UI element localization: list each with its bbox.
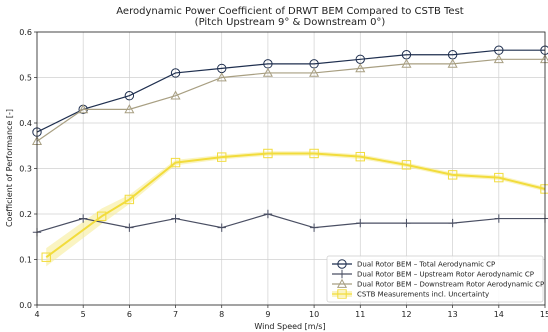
data-point-2: [402, 218, 411, 228]
legend-marker: [337, 259, 347, 269]
data-point-2: [125, 223, 134, 232]
data-point-4: [401, 160, 412, 170]
data-point-3: [493, 54, 504, 64]
x-tick-label: 8: [219, 310, 224, 319]
data-point-2: [171, 214, 180, 223]
x-tick-label: 4: [34, 310, 39, 319]
y-tick-label: 0.3: [19, 165, 32, 174]
data-point-3: [355, 63, 366, 73]
data-point-2: [540, 214, 548, 223]
legend-entry-label: Dual Rotor BEM – Upstream Rotor Aerodyna…: [357, 271, 534, 279]
data-point-2: [309, 223, 319, 232]
data-point-2: [448, 218, 457, 228]
data-point-3: [309, 67, 320, 77]
data-point-4: [309, 148, 319, 159]
y-tick-label: 0.1: [19, 256, 32, 265]
data-point-3: [216, 72, 227, 82]
x-tick-label: 5: [81, 310, 86, 319]
legend-entry-label: CSTB Measurements incl. Uncertainty: [357, 291, 489, 299]
y-tick-label: 0.4: [19, 119, 32, 128]
y-tick-label: 0.2: [19, 210, 32, 219]
y-tick-label: 0.5: [19, 74, 32, 83]
x-tick-label: 14: [494, 310, 504, 319]
y-tick-label: 0.6: [19, 28, 32, 37]
data-point-4: [41, 252, 51, 262]
y-axis-label: Coefficient of Performance [-]: [5, 109, 14, 227]
data-point-4: [170, 157, 181, 168]
series-line-3: [36, 58, 545, 142]
data-point-4: [355, 151, 365, 162]
data-point-3: [78, 104, 89, 114]
legend-box: [326, 255, 544, 303]
x-tick-label: 15: [540, 310, 548, 319]
data-point-4: [494, 172, 504, 183]
legend: Dual Rotor BEM – Total Aerodynamic CP Dua…: [326, 255, 544, 303]
chart-subtitle: (Pitch Upstream 9° & Downstream 0°): [195, 17, 386, 28]
chart-title: Aerodynamic Power Coefficient of DRWT BE…: [116, 6, 464, 17]
data-point-3: [262, 67, 273, 77]
x-tick-labels: 4 5 6 7 8 9 10 11 12 13 14 15: [34, 310, 548, 319]
data-point-2: [356, 218, 365, 228]
x-axis-label: Wind Speed [m/s]: [254, 322, 325, 331]
data-point-4: [217, 152, 227, 162]
y-tick-labels: 0.0 0.1 0.2 0.3 0.4 0.5 0.6: [19, 28, 32, 310]
legend-marker: [337, 289, 347, 299]
series-layer: [31, 45, 548, 262]
x-tick-label: 13: [448, 310, 458, 319]
data-point-3: [124, 104, 135, 114]
x-tick-label: 7: [173, 310, 178, 319]
data-point-3: [447, 58, 458, 68]
legend-entry-label: Dual Rotor BEM – Downstream Rotor Aerody…: [357, 281, 544, 289]
data-point-2: [494, 214, 504, 223]
data-point-2: [263, 209, 273, 219]
data-point-2: [78, 214, 88, 223]
data-point-3: [401, 58, 412, 68]
legend-marker: [337, 269, 347, 279]
x-tick-label: 10: [309, 310, 319, 319]
data-point-4: [447, 170, 458, 180]
x-tick-label: 9: [265, 310, 270, 319]
x-tick-label: 6: [127, 310, 132, 319]
x-tick-label: 12: [401, 310, 411, 319]
series-line-1: [36, 49, 545, 133]
legend-entry-label: Dual Rotor BEM – Total Aerodynamic CP: [357, 261, 495, 269]
y-tick-label: 0.0: [19, 301, 32, 310]
x-tick-label: 11: [355, 310, 365, 319]
data-point-2: [217, 223, 226, 232]
data-point-4: [96, 211, 107, 221]
data-point-1: [170, 68, 181, 78]
series-line-2: [36, 213, 545, 233]
data-point-1: [124, 91, 135, 101]
data-point-4: [263, 148, 273, 159]
data-point-3: [170, 90, 181, 100]
legend-marker: [336, 278, 348, 288]
series-line-4: [45, 152, 546, 259]
data-point-4: [124, 194, 135, 205]
plot-frame: [36, 31, 546, 306]
